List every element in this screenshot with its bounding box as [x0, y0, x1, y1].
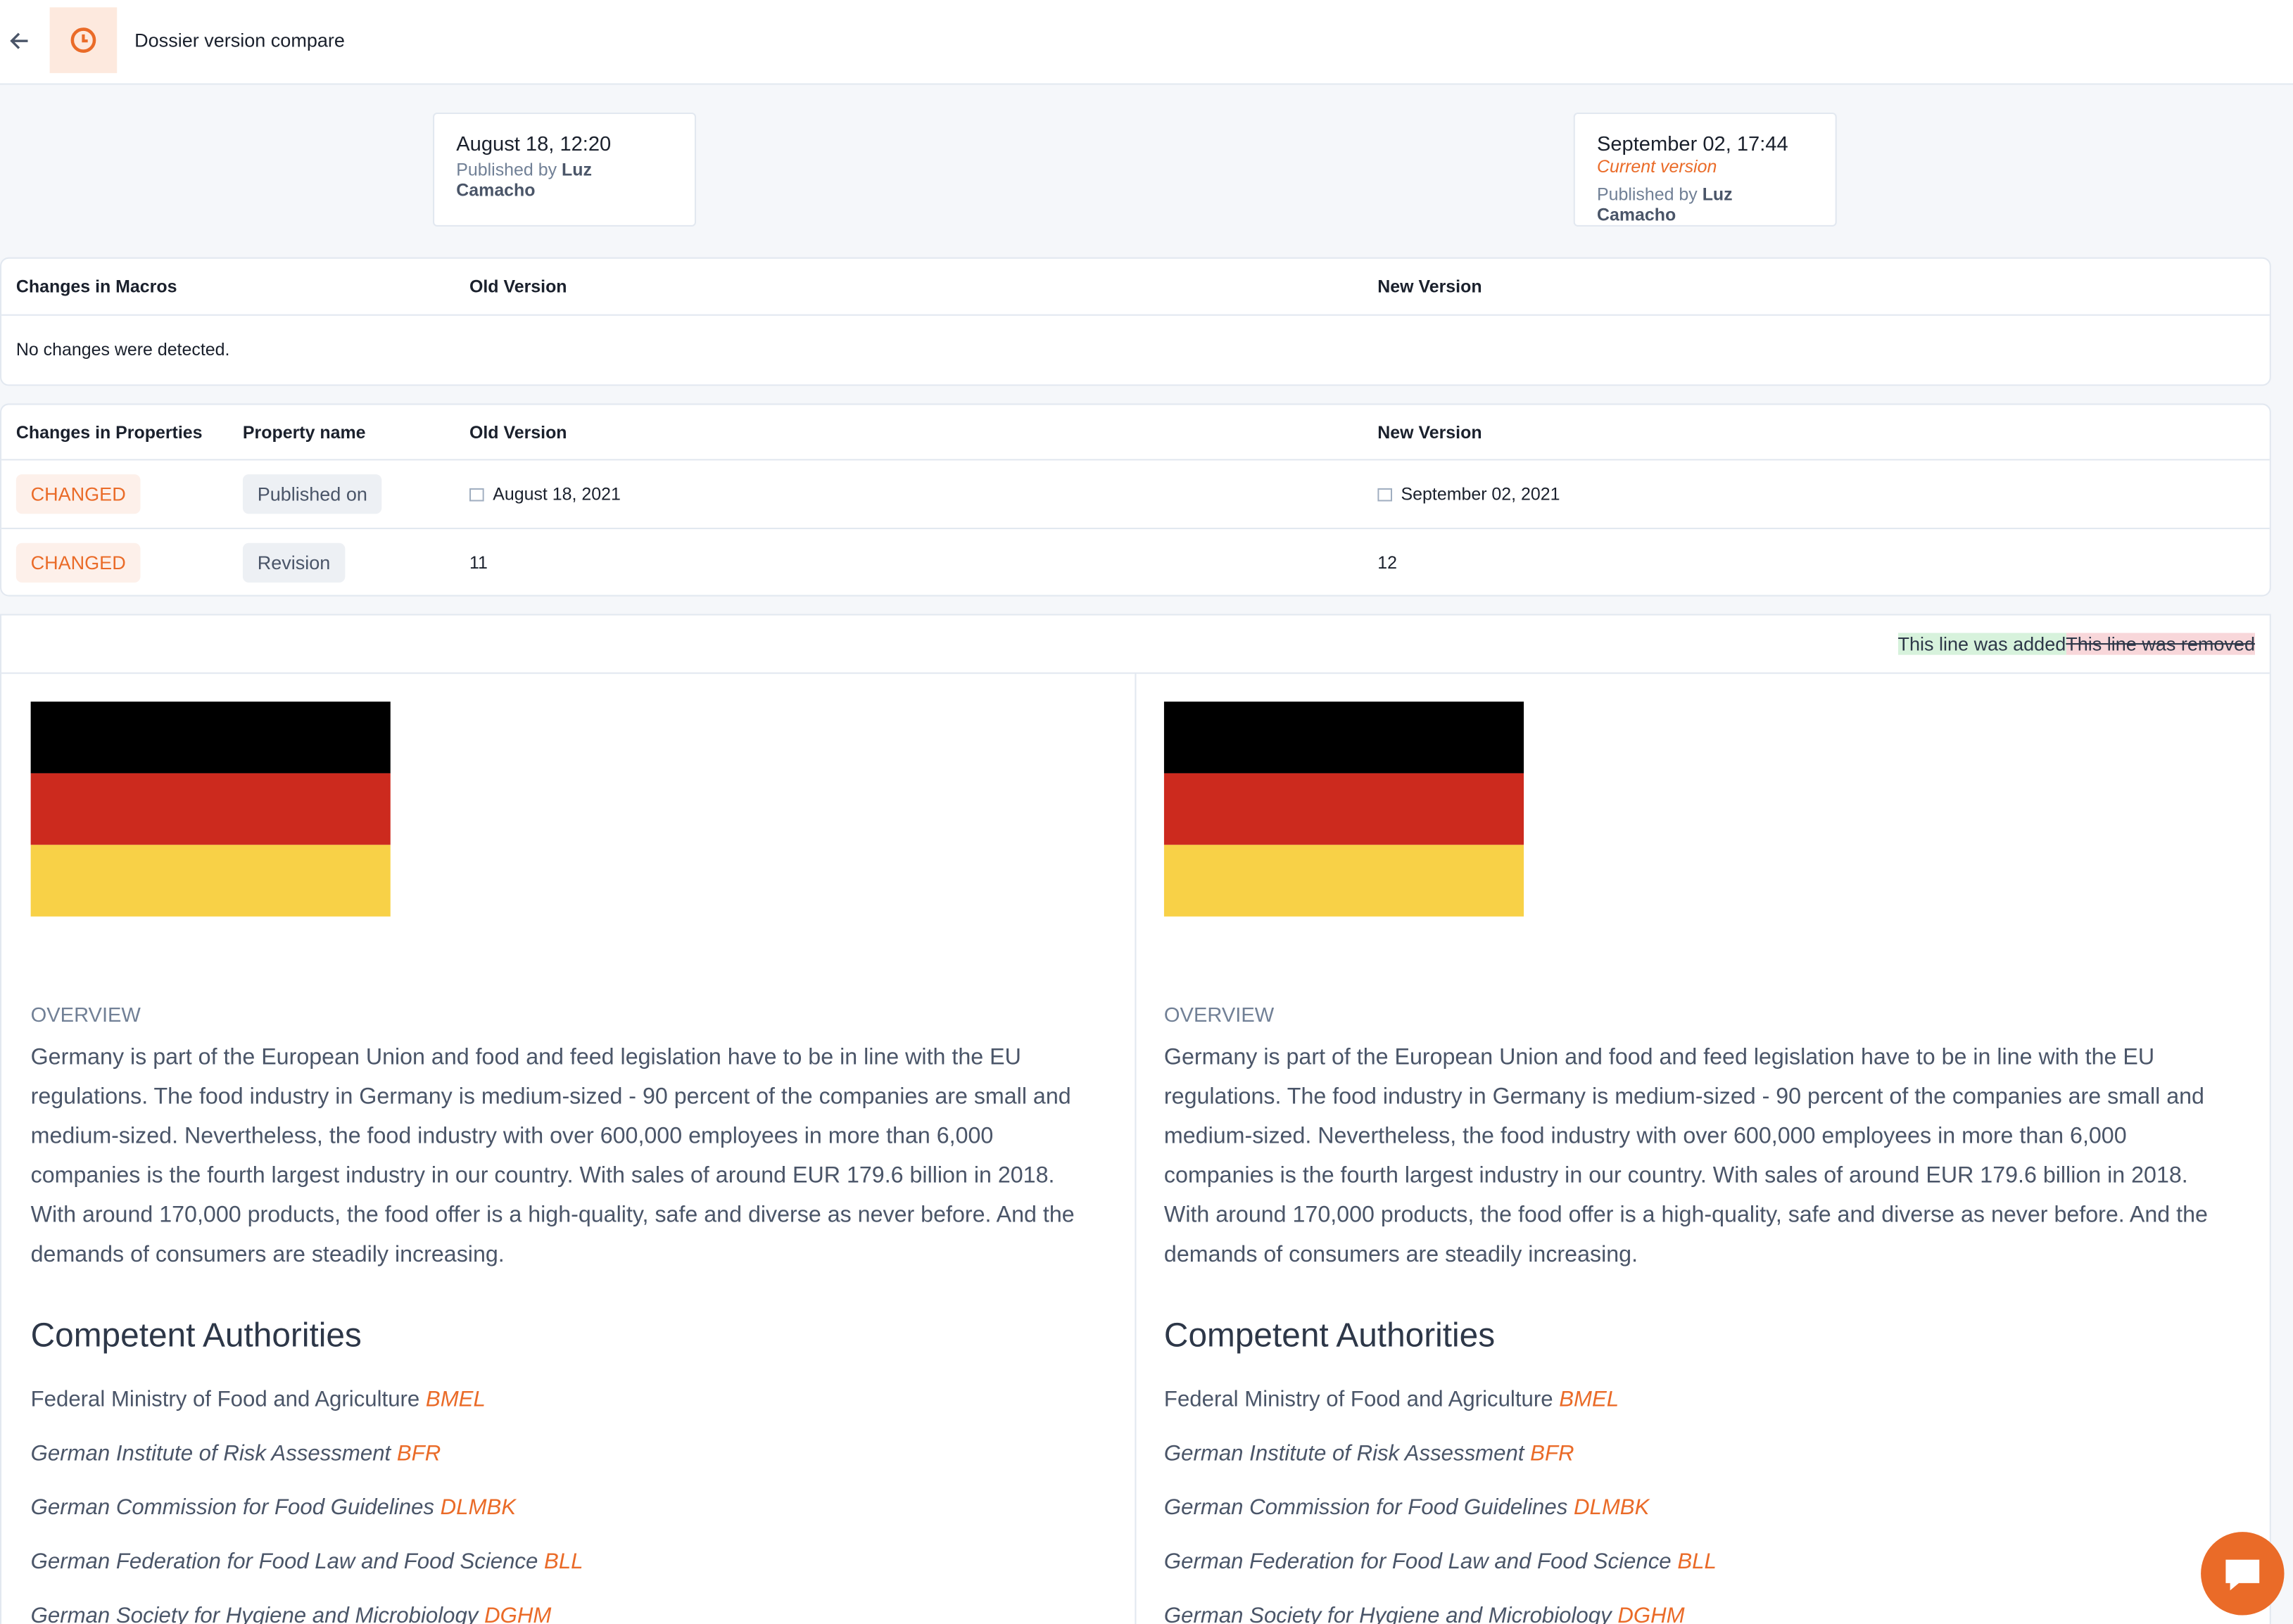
- flag-stripe: [1163, 773, 1524, 845]
- published-by: Published by Luz Camacho: [1597, 184, 1814, 225]
- authority: German Commission for Food Guidelines DL…: [1164, 1495, 1649, 1520]
- flag-image: [30, 702, 391, 917]
- authority-link[interactable]: BFR: [1530, 1441, 1574, 1466]
- value-cell: 12: [1377, 552, 1397, 572]
- authority: German Institute of Risk Assessment BFR: [31, 1441, 441, 1466]
- version-date: September 02, 17:44: [1596, 131, 1788, 156]
- table-row: CHANGED Revision 11 12: [1, 528, 2270, 597]
- column-header: Changes in Macros: [15, 276, 177, 297]
- authority-name: German Federation for Food Law and Food …: [1163, 1549, 1672, 1575]
- authority-link[interactable]: BMEL: [1559, 1387, 1619, 1412]
- author: Luz Camacho: [456, 159, 592, 201]
- properties-table: Changes in Properties Property name Old …: [0, 403, 2271, 597]
- table-row: No changes were detected.: [1, 315, 2270, 385]
- version-date: August 18, 12:20: [456, 131, 612, 156]
- authority: German Institute of Risk Assessment BFR: [1164, 1441, 1574, 1466]
- authority-link[interactable]: BLL: [544, 1549, 583, 1575]
- authority-link[interactable]: DLMBK: [440, 1495, 517, 1521]
- column-header: Property name: [242, 421, 366, 443]
- property-tag: Published on: [242, 474, 382, 514]
- label: Published by: [456, 159, 557, 180]
- macros-table: Changes in Macros Old Version New Versio…: [0, 257, 2271, 386]
- calendar-icon: [1377, 487, 1393, 501]
- value: September 02, 2021: [1401, 483, 1560, 504]
- label: Published by: [1596, 184, 1698, 205]
- flag-stripe: [30, 702, 391, 773]
- authority-link[interactable]: DLMBK: [1573, 1495, 1650, 1521]
- value-cell: 11: [469, 552, 488, 572]
- flag-stripe: [1163, 844, 1524, 917]
- change-tag: CHANGED: [15, 542, 141, 582]
- legend: This line was addedThis line was removed: [1, 616, 2270, 674]
- column-header: Old Version: [469, 421, 567, 443]
- authority-name: German Institute of Risk Assessment: [30, 1441, 391, 1466]
- authority-name: German Society for Hygiene and Microbiol…: [30, 1603, 479, 1624]
- value: August 18, 2021: [493, 483, 621, 504]
- table-header: Changes in Macros Old Version New Versio…: [1, 259, 2270, 316]
- authority-link[interactable]: BMEL: [425, 1387, 486, 1412]
- version-card[interactable]: August 18, 12:20 Published by Luz Camach…: [433, 112, 697, 227]
- authority-name: Federal Ministry of Food and Agriculture: [1163, 1387, 1553, 1412]
- chat-button[interactable]: [2201, 1532, 2285, 1616]
- authority: German Federation for Food Law and Food …: [31, 1549, 583, 1574]
- column-header: Changes in Properties: [15, 421, 203, 443]
- column-header: New Version: [1377, 421, 1482, 443]
- authority-link[interactable]: BFR: [396, 1441, 441, 1466]
- flag-image: [1163, 702, 1524, 917]
- authority: German Society for Hygiene and Microbiol…: [31, 1604, 552, 1624]
- authority: German Commission for Food Guidelines DL…: [31, 1495, 516, 1520]
- section-label: OVERVIEW: [1163, 1003, 1275, 1027]
- authority: Federal Ministry of Food and Agriculture…: [31, 1387, 486, 1412]
- value: 11: [469, 552, 488, 573]
- version-card[interactable]: September 02, 17:44 Current version Publ…: [1573, 112, 1837, 227]
- authority: German Society for Hygiene and Microbiol…: [1164, 1604, 1685, 1624]
- header: Dossier version compare: [0, 0, 2293, 85]
- section-heading: Competent Authorities: [30, 1315, 362, 1354]
- version-status: Current version: [1596, 156, 1717, 177]
- empty-message: No changes were detected.: [15, 338, 230, 360]
- authority-link[interactable]: DGHM: [484, 1603, 552, 1624]
- authority: German Federation for Food Law and Food …: [1164, 1549, 1717, 1574]
- authority-name: German Society for Hygiene and Microbiol…: [1163, 1603, 1612, 1624]
- flag-stripe: [1163, 702, 1524, 773]
- authority-link[interactable]: BLL: [1677, 1549, 1717, 1575]
- value-cell: August 18, 2021: [469, 483, 621, 504]
- value-cell: September 02, 2021: [1377, 483, 1560, 504]
- added-sample: This line was added: [1897, 633, 2066, 655]
- change-tag: CHANGED: [15, 474, 141, 514]
- flag-stripe: [30, 773, 391, 845]
- overview-text: Germany is part of the European Union an…: [30, 1045, 1075, 1268]
- authority-name: Federal Ministry of Food and Agriculture: [30, 1387, 420, 1412]
- column-header: Old Version: [469, 276, 567, 297]
- table-row: CHANGED Published on August 18, 2021 Septem…: [1, 459, 2270, 530]
- section-label: OVERVIEW: [30, 1003, 141, 1027]
- diff-panel: This line was addedThis line was removed…: [0, 614, 2271, 1624]
- divider: [1135, 672, 1137, 1624]
- column-header: New Version: [1377, 276, 1482, 297]
- document-column: OVERVIEW Germany is part of the European …: [1, 673, 1136, 1624]
- authority-name: German Institute of Risk Assessment: [1163, 1441, 1524, 1466]
- property-tag: Revision: [242, 542, 346, 582]
- table-header: Changes in Properties Property name Old …: [1, 405, 2270, 461]
- flag-stripe: [30, 844, 391, 917]
- authority-name: German Federation for Food Law and Food …: [30, 1549, 538, 1575]
- back-button[interactable]: [7, 30, 30, 53]
- author: Luz Camacho: [1596, 184, 1733, 225]
- value: 12: [1377, 552, 1398, 573]
- history-icon: [49, 7, 118, 73]
- authority-link[interactable]: DGHM: [1617, 1603, 1685, 1624]
- removed-sample: This line was removed: [2066, 633, 2255, 655]
- authority-name: German Commission for Food Guidelines: [30, 1495, 435, 1521]
- section-heading: Competent Authorities: [1163, 1315, 1496, 1354]
- page-title: Dossier version compare: [134, 29, 345, 51]
- legend-items: This line was addedThis line was removed: [1897, 633, 2255, 655]
- published-by: Published by Luz Camacho: [456, 159, 673, 200]
- authority: Federal Ministry of Food and Agriculture…: [1164, 1387, 1619, 1412]
- authority-name: German Commission for Food Guidelines: [1163, 1495, 1568, 1521]
- overview-text: Germany is part of the European Union an…: [1163, 1045, 2208, 1268]
- calendar-icon: [469, 487, 484, 501]
- document-column: OVERVIEW Germany is part of the European …: [1135, 673, 2269, 1624]
